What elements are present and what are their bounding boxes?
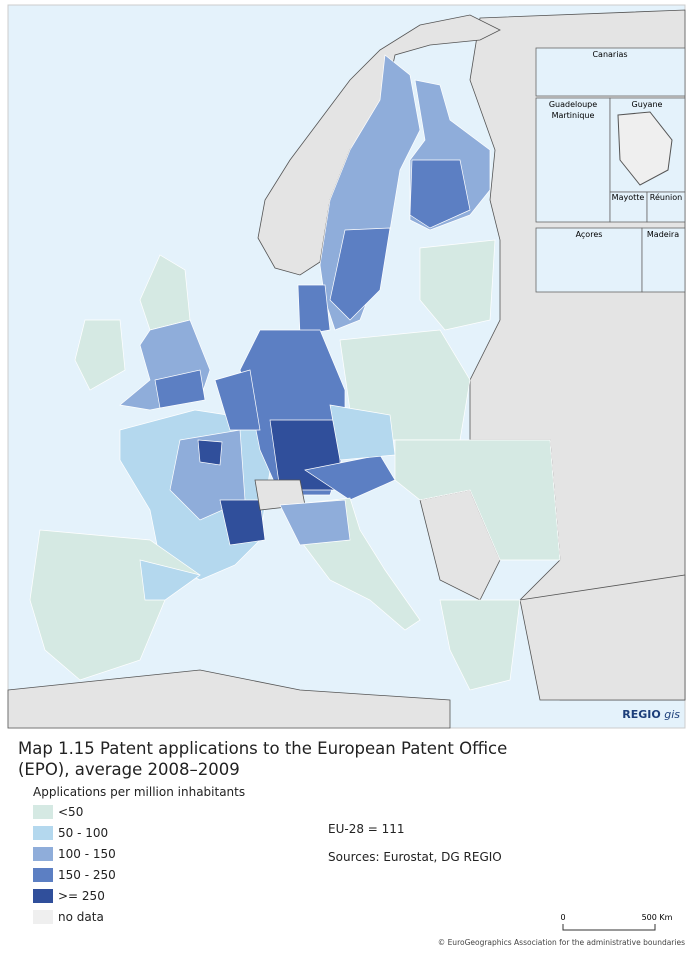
insets: Canarias Guadeloupe Martinique Guyane Ma…	[535, 47, 686, 293]
inset-box	[641, 227, 686, 293]
guyane-shape	[617, 111, 673, 186]
region	[139, 559, 201, 601]
legend-label: >= 250	[58, 889, 105, 903]
region	[279, 499, 351, 546]
legend-label: <50	[58, 805, 84, 819]
legend-label: 50 - 100	[58, 826, 109, 840]
logo-bold: REGIO	[622, 708, 660, 721]
region	[197, 439, 223, 466]
region	[409, 159, 471, 229]
inset-label: Guyane	[632, 100, 663, 109]
scale-label: 500 Km	[642, 913, 673, 922]
sources: Sources: Eurostat, DG REGIO	[328, 850, 502, 864]
legend-label: 100 - 150	[58, 847, 116, 861]
inset-label: Açores	[576, 230, 603, 239]
region	[219, 499, 266, 546]
region	[297, 284, 331, 336]
turkey	[519, 574, 686, 701]
legend-swatch	[33, 910, 53, 924]
region	[214, 369, 261, 431]
logo: REGIO gis	[622, 708, 680, 721]
inset-label: Guadeloupe	[549, 100, 597, 109]
logo-italic: gis	[664, 708, 680, 721]
inset-box	[535, 97, 611, 223]
region	[419, 239, 496, 331]
inset-box	[646, 191, 686, 223]
region	[154, 369, 206, 409]
map: Canarias Guadeloupe Martinique Guyane Ma…	[7, 4, 686, 729]
legend-swatch	[33, 847, 53, 861]
africa	[7, 669, 451, 729]
legend-label: no data	[58, 910, 104, 924]
legend-swatch	[33, 805, 53, 819]
legend-swatch	[33, 889, 53, 903]
inset-box	[535, 47, 686, 97]
scale-label: 0	[560, 913, 565, 922]
inset-label: Canarias	[592, 50, 627, 59]
region	[439, 599, 521, 691]
region	[74, 319, 126, 391]
region	[329, 227, 391, 321]
map-title: Map 1.15 Patent applications to the Euro…	[18, 739, 508, 779]
region	[394, 439, 561, 561]
inset-label: Réunion	[650, 192, 682, 202]
inset-label: Martinique	[552, 111, 595, 120]
inset-label: Mayotte	[612, 193, 645, 202]
scale-bar: 0 500 Km	[560, 913, 673, 931]
norway	[257, 14, 501, 276]
inset-label: Madeira	[647, 230, 679, 239]
scale-line	[562, 924, 656, 931]
legend-swatch	[33, 868, 53, 882]
legend-title: Applications per million inhabitants	[33, 785, 246, 799]
copyright: © EuroGeographics Association for the ad…	[437, 938, 685, 947]
eu-average: EU-28 = 111	[328, 822, 405, 836]
legend-label: 150 - 250	[58, 868, 116, 882]
inset-box	[535, 227, 643, 293]
legend-swatch	[33, 826, 53, 840]
